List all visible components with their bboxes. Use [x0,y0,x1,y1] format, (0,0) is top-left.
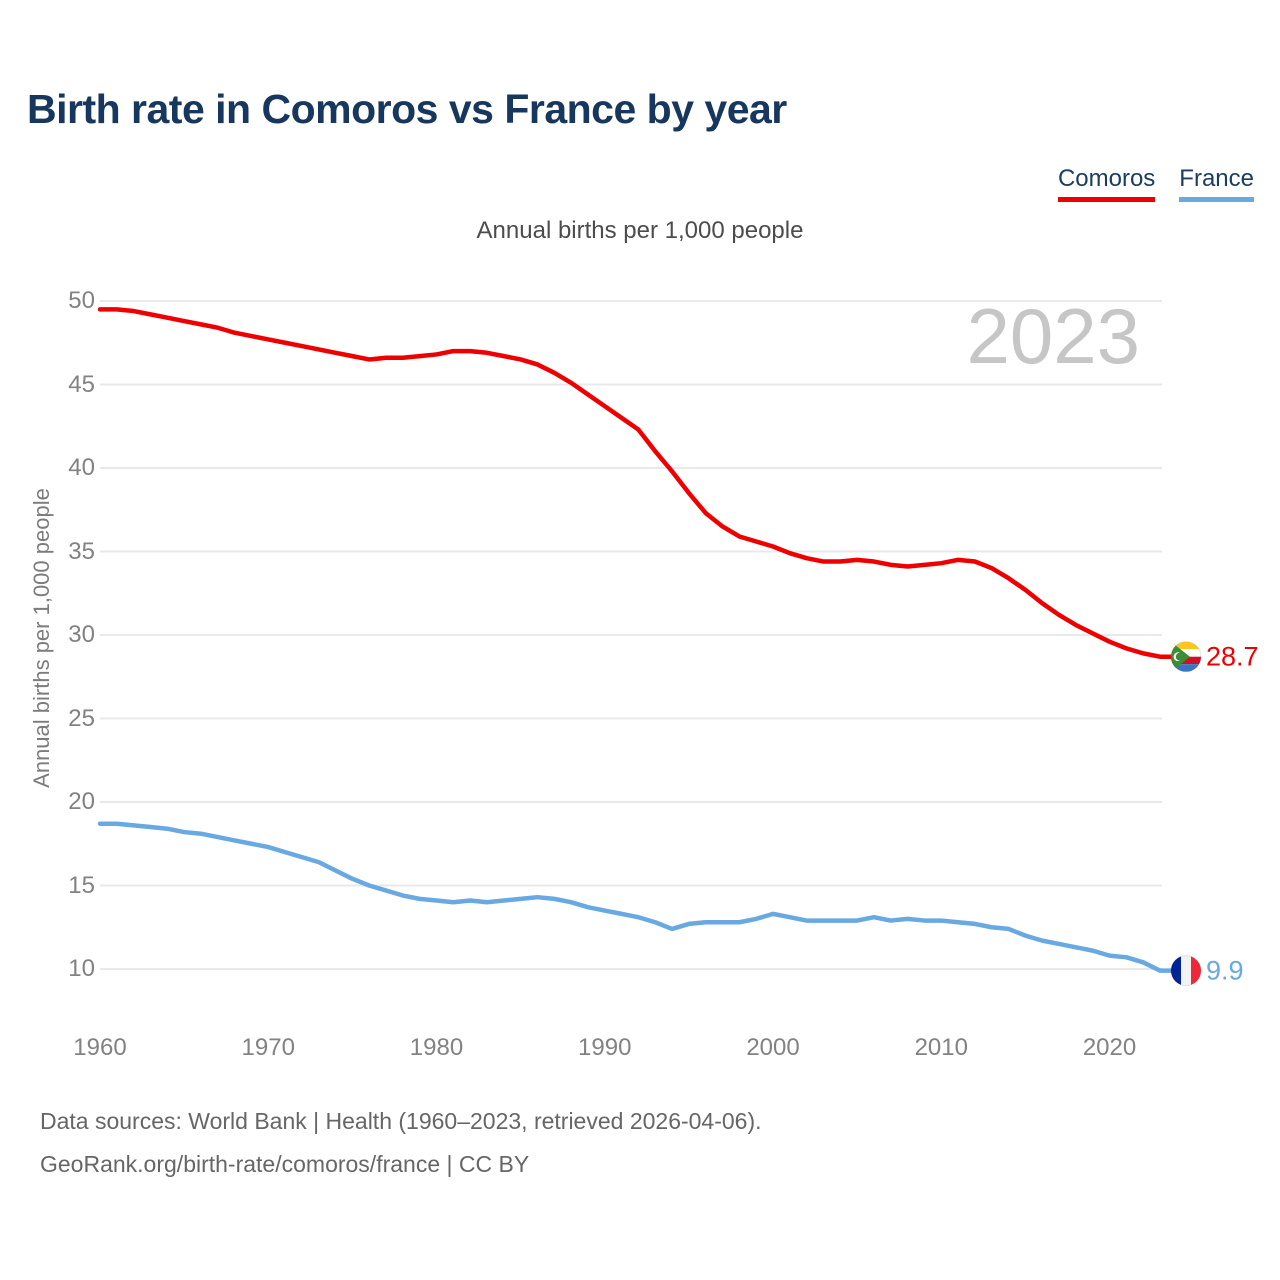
france-flag-icon [1170,955,1202,987]
footer-sources: Data sources: World Bank | Health (1960–… [40,1100,762,1186]
attribution-line: GeoRank.org/birth-rate/comoros/france | … [40,1151,530,1177]
year-watermark: 2023 [966,292,1140,380]
france-end-value-label: 9.9 [1206,956,1244,986]
comoros-end-value-label: 28.7 [1206,642,1259,672]
legend-item-france[interactable]: France [1179,165,1254,202]
y-axis-title: Annual births per 1,000 people [29,488,54,788]
page-title: Birth rate in Comoros vs France by year [27,86,787,132]
france-line [97,821,1174,973]
chart-subtitle: Annual births per 1,000 people [476,217,804,244]
legend: Comoros France [1057,165,1254,202]
comoros-flag-icon [1170,641,1202,673]
data-sources-line: Data sources: World Bank | Health (1960–… [40,1108,762,1134]
legend-item-comoros[interactable]: Comoros [1057,165,1156,202]
comoros-line [97,307,1174,659]
